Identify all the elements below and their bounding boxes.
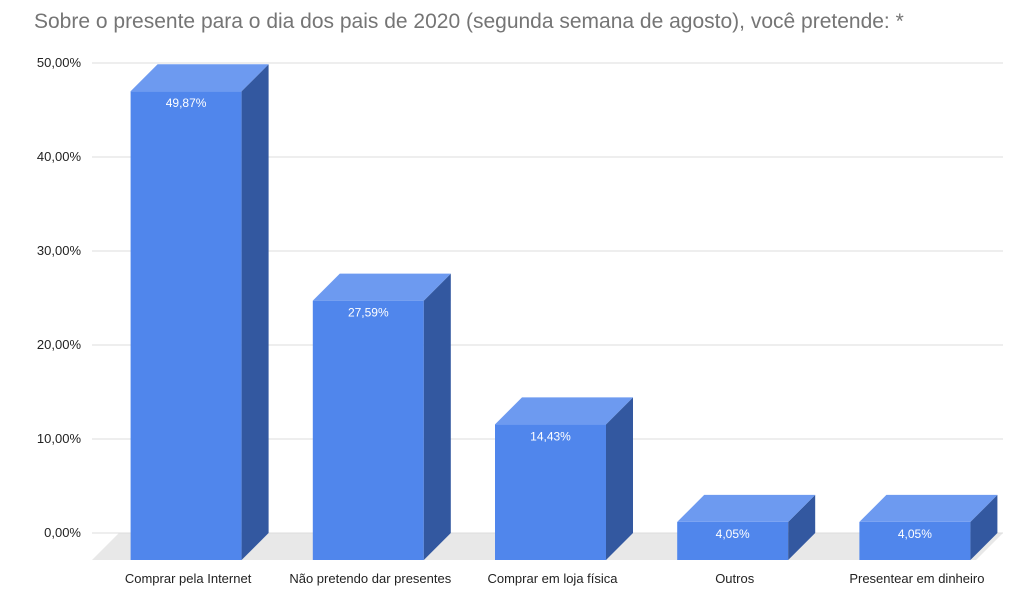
- bar: [677, 494, 816, 560]
- chart-title: Sobre o presente para o dia dos pais de …: [34, 10, 904, 33]
- data-labels: 49,87% 27,59% 14,43% 4,05% 4,05%: [166, 96, 932, 541]
- bar-side-face: [241, 64, 269, 561]
- data-label: 4,05%: [716, 527, 750, 541]
- bar: [495, 397, 633, 560]
- bar-front-face: [677, 521, 789, 560]
- bar-front-face: [312, 300, 424, 560]
- bar-top-face: [495, 397, 633, 425]
- y-axis-ticks: 0,00% 10,00% 20,00% 30,00% 40,00% 50,00%: [37, 55, 82, 540]
- y-tick-label: 0,00%: [44, 525, 81, 540]
- x-category-label: Comprar pela Internet: [125, 571, 252, 586]
- y-tick-label: 20,00%: [37, 337, 82, 352]
- bar-side-face: [423, 273, 451, 560]
- bar-side-face: [788, 494, 816, 560]
- bar: [130, 64, 269, 561]
- y-tick-label: 30,00%: [37, 243, 82, 258]
- y-tick-label: 10,00%: [37, 431, 82, 446]
- x-category-label: Presentear em dinheiro: [849, 571, 984, 586]
- bar-top-face: [130, 64, 269, 92]
- x-axis-categories: Comprar pela Internet Não pretendo dar pr…: [125, 571, 985, 586]
- bar-front-face: [130, 91, 242, 561]
- bars: [130, 64, 998, 561]
- bar: [859, 494, 998, 560]
- bar-side-face: [606, 397, 633, 560]
- data-label: 4,05%: [898, 527, 932, 541]
- data-label: 49,87%: [166, 96, 207, 110]
- x-category-label: Outros: [715, 571, 755, 586]
- bar-top-face: [677, 494, 816, 522]
- bar-side-face: [970, 494, 998, 560]
- data-label: 14,43%: [530, 429, 571, 443]
- data-label: 27,59%: [348, 306, 389, 320]
- x-category-label: Comprar em loja física: [487, 571, 618, 586]
- y-tick-label: 40,00%: [37, 149, 82, 164]
- bar-top-face: [312, 273, 451, 301]
- bar: [312, 273, 451, 560]
- bar-top-face: [859, 494, 998, 522]
- x-category-label: Não pretendo dar presentes: [289, 571, 451, 586]
- bar-front-face: [495, 424, 606, 560]
- bar-front-face: [859, 521, 971, 560]
- y-tick-label: 50,00%: [37, 55, 82, 70]
